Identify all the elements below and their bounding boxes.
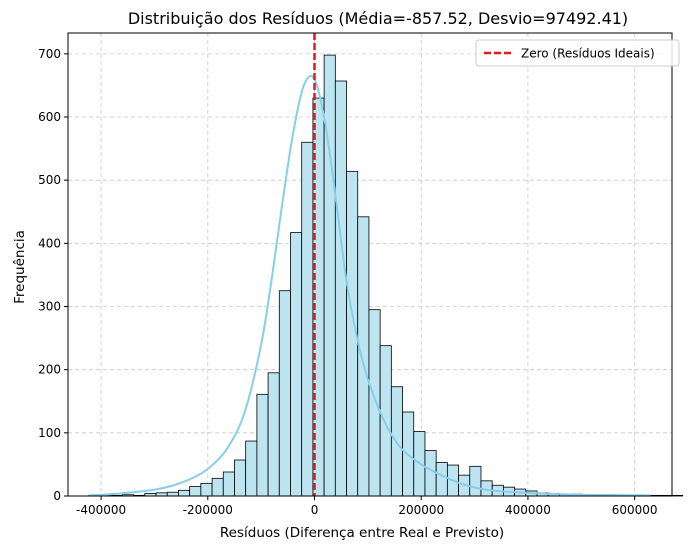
histogram-bar [267,372,280,497]
histogram-bar [379,345,392,497]
legend: Zero (Resíduos Ideais) [475,39,680,67]
y-tick-label: 500 [38,173,61,187]
histogram-bar [245,440,258,497]
y-axis-label: Frequência [12,230,28,304]
histogram-bar [256,393,269,497]
histogram-bar [189,486,202,497]
histogram-bar [278,290,291,497]
histogram-bar [469,465,482,497]
histogram-bar [222,471,235,497]
y-tick-label: 600 [38,110,61,124]
histogram-bar [671,494,684,497]
y-tick-label: 200 [38,363,61,377]
histogram-bar [435,462,448,497]
x-tick-label: 400000 [505,503,551,517]
histogram-bar [200,482,213,497]
x-tick-label: 200000 [398,503,444,517]
plot-frame [67,32,673,497]
histogram-bar [234,459,247,497]
y-tick-label: 700 [38,47,61,61]
x-tick-label: -400000 [76,503,126,517]
chart-title: Distribuição dos Resíduos (Média=-857.52… [128,9,628,28]
legend-zero-line-label: Zero (Resíduos Ideais) [521,47,655,61]
y-tick-label: 400 [38,236,61,250]
histogram-bar [178,489,191,497]
x-tick-label: -200000 [183,503,233,517]
y-tick-label: 300 [38,300,61,314]
histogram-bar [166,491,179,497]
x-tick-label: 600000 [612,503,658,517]
histogram-bar [290,232,303,497]
histogram-bar [424,450,437,497]
y-axis-ticks: 0 100 200 300 400 500 600 700 [38,47,68,503]
y-tick-label: 0 [53,489,61,503]
legend-box [475,39,680,67]
histogram-bar [211,477,224,497]
x-axis-label: Resíduos (Diferença entre Real e Previst… [220,525,504,541]
histogram-bar [357,216,370,497]
x-tick-label: 0 [311,503,319,517]
y-tick-label: 100 [38,426,61,440]
histogram-bar [368,309,381,497]
histogram-bar [334,80,347,497]
histogram-bar [301,141,314,497]
x-axis-ticks: -400000 -200000 0 200000 400000 600000 [76,496,658,517]
